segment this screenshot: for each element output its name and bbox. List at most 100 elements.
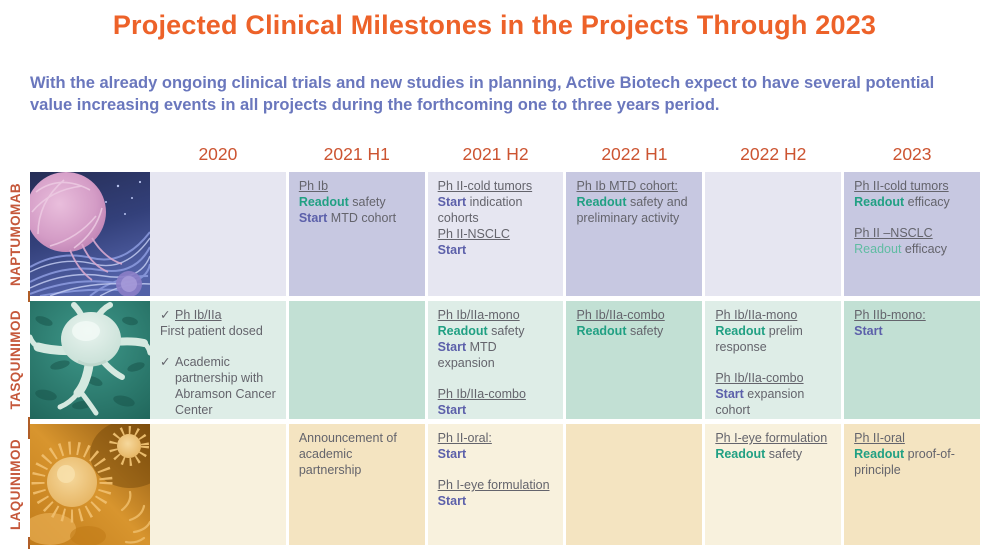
project-row-naptumomab: NAPTUMOMAB bbox=[0, 172, 980, 296]
start-keyword: Start bbox=[437, 243, 467, 257]
milestone-line: Readout prelim response bbox=[715, 323, 833, 355]
trial-name: Ph II-cold tumors bbox=[854, 179, 949, 193]
milestone-cells: Announcement of academic partnership Ph I… bbox=[150, 424, 980, 545]
project-label-naptumomab: NAPTUMOMAB bbox=[7, 182, 23, 286]
milestone-block: Ph Ib MTD cohort: Readout safety and prel… bbox=[576, 178, 694, 226]
start-keyword: Start bbox=[715, 387, 744, 401]
milestone-line: Ph II –NSCLC bbox=[854, 225, 972, 241]
readout-keyword: Readout bbox=[437, 324, 488, 338]
milestone-cells: ✓ Ph Ib/IIa First patient dosed ✓ Academic p… bbox=[150, 301, 980, 419]
milestone-line: Readout proof-of-principle bbox=[854, 446, 972, 478]
start-keyword: Start bbox=[437, 494, 467, 508]
milestone-line: Ph I-eye formulation bbox=[438, 477, 556, 493]
project-row-laquinimod: LAQUINIMOD Announcement of academic part… bbox=[0, 424, 980, 545]
milestone-line: Readout efficacy bbox=[854, 241, 972, 257]
check-icon: ✓ bbox=[160, 355, 171, 369]
connector-line bbox=[28, 417, 30, 439]
milestone-block: Ph Ib/IIa-mono Readout prelim response bbox=[715, 307, 833, 355]
milestone-text: indication cohorts bbox=[437, 195, 523, 225]
trial-name: Ph II-cold tumors bbox=[437, 179, 533, 193]
milestone-block: Ph Ib/IIa-combo Start expansion cohort bbox=[715, 370, 833, 418]
readout-keyword: Readout bbox=[854, 447, 905, 461]
start-keyword: Start bbox=[437, 340, 467, 354]
cell-tasquinimod-2021-h2: Ph Ib/IIa-mono Readout safety Start MTD ex… bbox=[427, 301, 564, 419]
milestone-text: MTD cohort bbox=[327, 211, 397, 225]
milestone-block: Ph II-oral: Start bbox=[438, 430, 556, 462]
milestone-line: Ph II-cold tumors bbox=[438, 178, 556, 194]
milestone-block: ✓ Ph Ib/IIa bbox=[160, 307, 278, 323]
milestone-block: Ph Ib/IIa-combo Start bbox=[438, 386, 556, 418]
milestone-line: Ph Ib/IIa-mono bbox=[438, 307, 556, 323]
trial-name: Ph Ib bbox=[298, 179, 329, 193]
subtitle-text: With the already ongoing clinical trials… bbox=[30, 74, 935, 114]
milestone-line: Readout safety bbox=[576, 323, 694, 339]
project-rail: NAPTUMOMAB bbox=[0, 172, 30, 296]
cell-laquinimod-2021-h1: Announcement of academic partnership bbox=[288, 424, 425, 545]
start-keyword: Start bbox=[854, 324, 883, 338]
milestone-text: prelim response bbox=[715, 324, 803, 354]
trial-name: Ph Ib/IIa bbox=[175, 308, 222, 322]
trial-name: Ph IIb-mono: bbox=[854, 308, 926, 322]
milestone-block: Ph II-cold tumors Readout efficacy bbox=[854, 178, 972, 210]
naptumomab-micrograph bbox=[30, 172, 150, 296]
milestone-cells: Ph Ib Readout safety Start MTD cohort Ph II… bbox=[150, 172, 980, 296]
milestone-line: Ph Ib/IIa-combo bbox=[576, 307, 694, 323]
trial-name: Ph Ib/IIa-combo bbox=[437, 387, 526, 401]
timeline-header-row: 2020 2021 H1 2021 H2 2022 H1 2022 H2 2023 bbox=[150, 141, 980, 167]
readout-keyword: Readout bbox=[576, 195, 627, 209]
milestone-block: Ph Ib/IIa-mono Readout safety Start MTD ex… bbox=[438, 307, 556, 371]
readout-keyword: Readout bbox=[715, 324, 766, 338]
milestone-line: First patient dosed bbox=[160, 323, 278, 339]
milestone-block: Ph II –NSCLC Readout efficacy bbox=[854, 225, 972, 257]
milestone-line: Ph Ib bbox=[299, 178, 417, 194]
trial-name: Ph Ib/IIa-mono bbox=[437, 308, 520, 322]
trial-name: Ph Ib/IIa-combo bbox=[576, 308, 665, 322]
milestone-line: Start bbox=[438, 402, 556, 418]
milestone-line: Ph II-oral bbox=[854, 430, 972, 446]
milestone-line: Ph Ib/IIa-mono bbox=[715, 307, 833, 323]
trial-name: Ph II-NSCLC bbox=[437, 227, 510, 241]
milestone-block: Ph IIb-mono: Start bbox=[854, 307, 972, 339]
trial-name: Ph II –NSCLC bbox=[854, 226, 933, 240]
column-header-2020: 2020 bbox=[198, 144, 238, 164]
start-keyword: Start bbox=[437, 195, 467, 209]
milestone-line: Start MTD expansion bbox=[438, 339, 556, 371]
readout-keyword: Readout bbox=[576, 324, 627, 338]
cell-tasquinimod-2022-h1: Ph Ib/IIa-combo Readout safety bbox=[566, 301, 703, 419]
milestone-line: Readout safety bbox=[299, 194, 417, 210]
trial-name: Ph Ib MTD cohort: bbox=[576, 179, 678, 193]
column-header-2021-h2: 2021 H2 bbox=[462, 144, 529, 164]
milestone-line: Ph II-oral: bbox=[438, 430, 556, 446]
milestone-block: Ph I-eye formulation Readout safety bbox=[715, 430, 833, 462]
readout-keyword: Readout bbox=[854, 242, 902, 256]
milestone-block: Announcement of academic partnership bbox=[299, 430, 417, 478]
connector-line bbox=[28, 291, 30, 302]
milestone-line: Ph IIb-mono: bbox=[854, 307, 972, 323]
milestone-line: Announcement of academic partnership bbox=[299, 430, 417, 478]
milestone-text: expansion cohort bbox=[715, 387, 805, 417]
cell-laquinimod-2022-h2: Ph I-eye formulation Readout safety bbox=[705, 424, 842, 545]
milestone-line: Start indication cohorts bbox=[438, 194, 556, 226]
project-row-tasquinimod: TASQUINIMOD bbox=[0, 301, 980, 419]
start-keyword: Start bbox=[298, 211, 328, 225]
milestone-line: Start bbox=[438, 446, 556, 462]
start-keyword: Start bbox=[437, 403, 467, 417]
milestone-line: Start MTD cohort bbox=[299, 210, 417, 226]
readout-keyword: Readout bbox=[298, 195, 349, 209]
milestone-block: Ph II-oral Readout proof-of-principle bbox=[854, 430, 972, 478]
start-keyword: Start bbox=[437, 447, 467, 461]
milestone-line: Readout safety bbox=[438, 323, 556, 339]
trial-name: Ph II-oral: bbox=[437, 431, 492, 445]
project-label-tasquinimod: TASQUINIMOD bbox=[7, 310, 23, 410]
cell-naptumomab-2023: Ph II-cold tumors Readout efficacy Ph II –… bbox=[844, 172, 980, 296]
connector-line bbox=[28, 537, 30, 549]
cell-tasquinimod-2020: ✓ Ph Ib/IIa First patient dosed ✓ Academic p… bbox=[150, 301, 286, 419]
page-title: Projected Clinical Milestones in the Pro… bbox=[112, 10, 877, 40]
milestone-text: First patient dosed bbox=[160, 324, 263, 338]
milestone-text: Announcement of academic partnership bbox=[298, 431, 397, 477]
milestone-line: Ph Ib MTD cohort: bbox=[576, 178, 694, 194]
project-rail: LAQUINIMOD bbox=[0, 424, 30, 545]
milestone-text: proof-of-principle bbox=[854, 447, 955, 477]
readout-keyword: Readout bbox=[715, 447, 766, 461]
tasquinimod-micrograph bbox=[30, 301, 150, 419]
